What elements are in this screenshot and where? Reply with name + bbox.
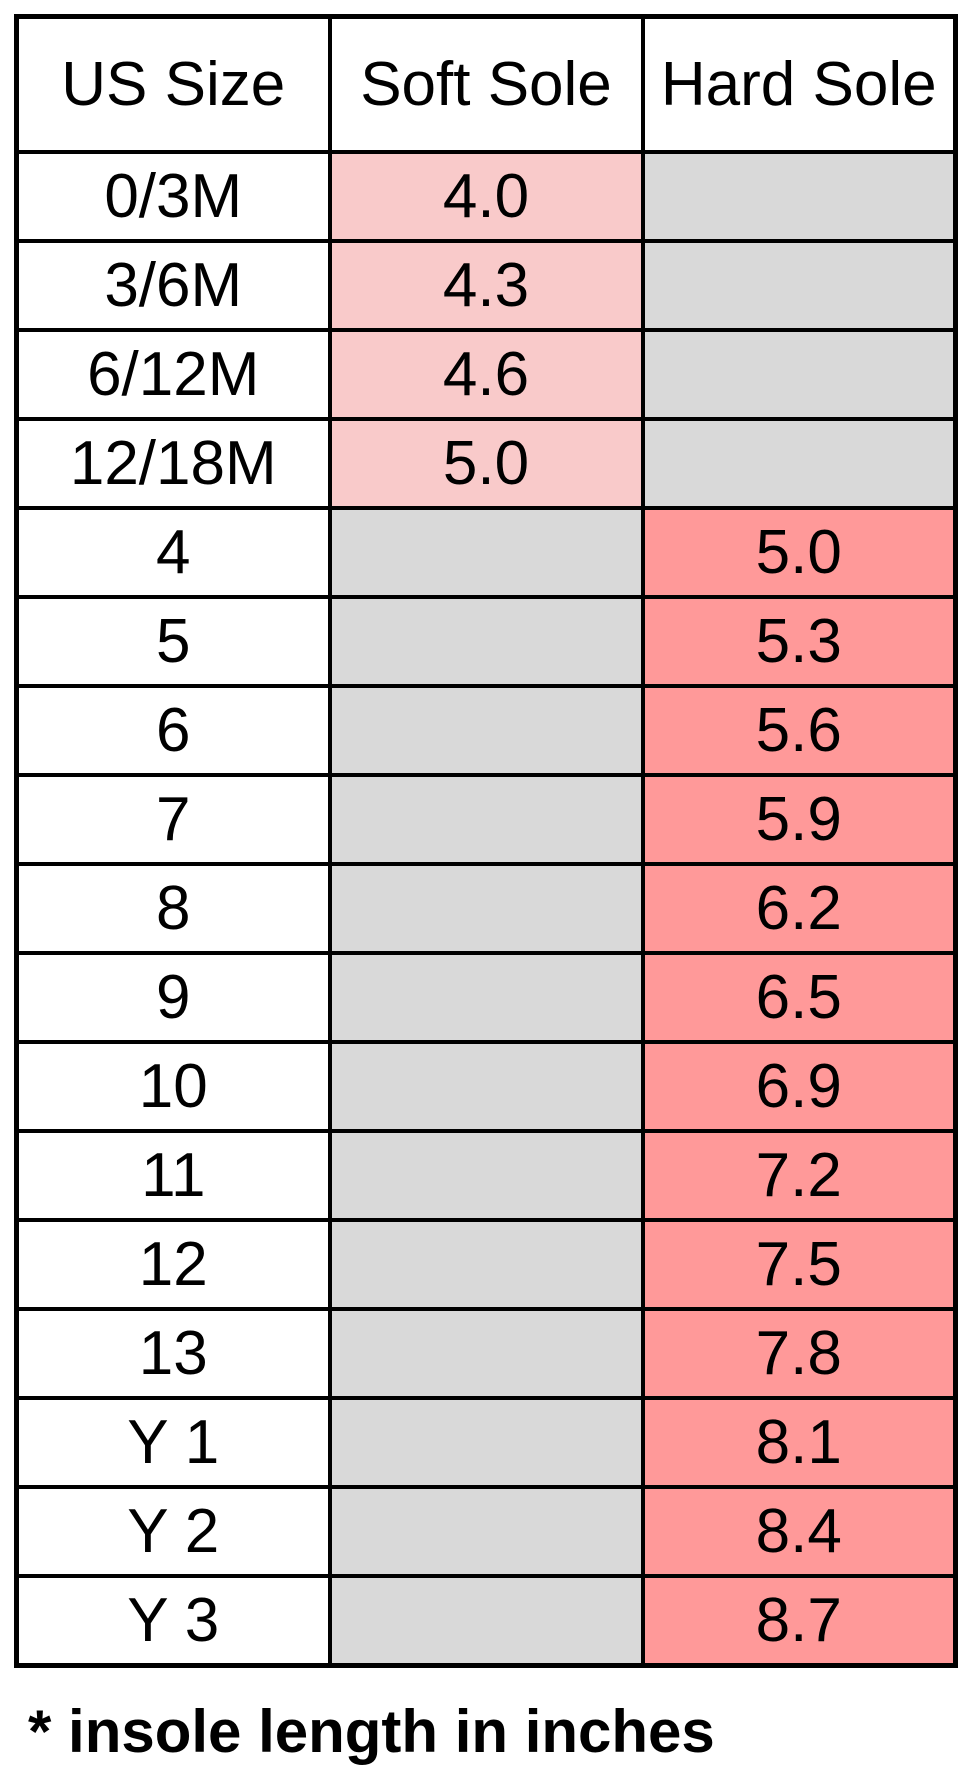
us-size-cell: Y 1 (14, 1396, 332, 1489)
soft-sole-cell (327, 773, 645, 866)
table-row: 12/18M 5.0 (14, 417, 958, 510)
hard-sole-cell: 6.9 (640, 1040, 958, 1133)
hard-sole-cell: 5.9 (640, 773, 958, 866)
us-size-cell: Y 2 (14, 1485, 332, 1578)
soft-sole-cell: 4.0 (327, 150, 645, 243)
hard-sole-cell: 8.7 (640, 1574, 958, 1668)
hard-sole-cell: 7.2 (640, 1129, 958, 1222)
hard-sole-cell (640, 239, 958, 332)
table-row: 6 5.6 (14, 684, 958, 777)
table-row: Y 1 8.1 (14, 1396, 958, 1489)
us-size-cell: 3/6M (14, 239, 332, 332)
table-row: 8 6.2 (14, 862, 958, 955)
table-row: 5 5.3 (14, 595, 958, 688)
table-row: 12 7.5 (14, 1218, 958, 1311)
hard-sole-cell (640, 328, 958, 421)
hard-sole-cell: 6.2 (640, 862, 958, 955)
hard-sole-cell: 7.5 (640, 1218, 958, 1311)
soft-sole-cell (327, 951, 645, 1044)
hard-sole-cell (640, 417, 958, 510)
soft-sole-cell (327, 1307, 645, 1400)
us-size-cell: Y 3 (14, 1574, 332, 1668)
header-row: US Size Soft Sole Hard Sole (14, 14, 958, 154)
table-row: 6/12M 4.6 (14, 328, 958, 421)
column-header-hard-sole: Hard Sole (640, 14, 958, 154)
us-size-cell: 11 (14, 1129, 332, 1222)
soft-sole-cell: 5.0 (327, 417, 645, 510)
soft-sole-cell (327, 506, 645, 599)
hard-sole-cell: 7.8 (640, 1307, 958, 1400)
size-table-body: 0/3M 4.0 3/6M 4.3 6/12M 4.6 12/18M 5.0 4 5.0 5 5.3 6… (14, 150, 958, 1668)
table-row: 7 5.9 (14, 773, 958, 866)
soft-sole-cell (327, 1396, 645, 1489)
table-row: 13 7.8 (14, 1307, 958, 1400)
hard-sole-cell: 5.6 (640, 684, 958, 777)
table-row: 9 6.5 (14, 951, 958, 1044)
table-row: 4 5.0 (14, 506, 958, 599)
hard-sole-cell (640, 150, 958, 243)
us-size-cell: 4 (14, 506, 332, 599)
us-size-cell: 13 (14, 1307, 332, 1400)
size-table: US Size Soft Sole Hard Sole 0/3M 4.0 3/6M 4… (14, 14, 958, 1668)
table-row: 10 6.9 (14, 1040, 958, 1133)
soft-sole-cell (327, 684, 645, 777)
hard-sole-cell: 5.0 (640, 506, 958, 599)
column-header-us-size: US Size (14, 14, 332, 154)
us-size-cell: 12 (14, 1218, 332, 1311)
table-row: Y 2 8.4 (14, 1485, 958, 1578)
soft-sole-cell (327, 595, 645, 688)
column-header-soft-sole: Soft Sole (327, 14, 645, 154)
hard-sole-cell: 5.3 (640, 595, 958, 688)
soft-sole-cell: 4.3 (327, 239, 645, 332)
soft-sole-cell (327, 1574, 645, 1668)
hard-sole-cell: 8.1 (640, 1396, 958, 1489)
us-size-cell: 6 (14, 684, 332, 777)
us-size-cell: 9 (14, 951, 332, 1044)
insole-length-footnote: * insole length in inches (28, 1698, 715, 1765)
soft-sole-cell (327, 1218, 645, 1311)
table-row: Y 3 8.7 (14, 1574, 958, 1668)
us-size-cell: 8 (14, 862, 332, 955)
table-row: 0/3M 4.0 (14, 150, 958, 243)
hard-sole-cell: 8.4 (640, 1485, 958, 1578)
soft-sole-cell (327, 862, 645, 955)
hard-sole-cell: 6.5 (640, 951, 958, 1044)
soft-sole-cell: 4.6 (327, 328, 645, 421)
us-size-cell: 0/3M (14, 150, 332, 243)
us-size-cell: 5 (14, 595, 332, 688)
soft-sole-cell (327, 1040, 645, 1133)
size-table-header: US Size Soft Sole Hard Sole (14, 14, 958, 154)
soft-sole-cell (327, 1129, 645, 1222)
us-size-cell: 7 (14, 773, 332, 866)
soft-sole-cell (327, 1485, 645, 1578)
us-size-cell: 10 (14, 1040, 332, 1133)
us-size-cell: 12/18M (14, 417, 332, 510)
us-size-cell: 6/12M (14, 328, 332, 421)
table-row: 11 7.2 (14, 1129, 958, 1222)
table-row: 3/6M 4.3 (14, 239, 958, 332)
